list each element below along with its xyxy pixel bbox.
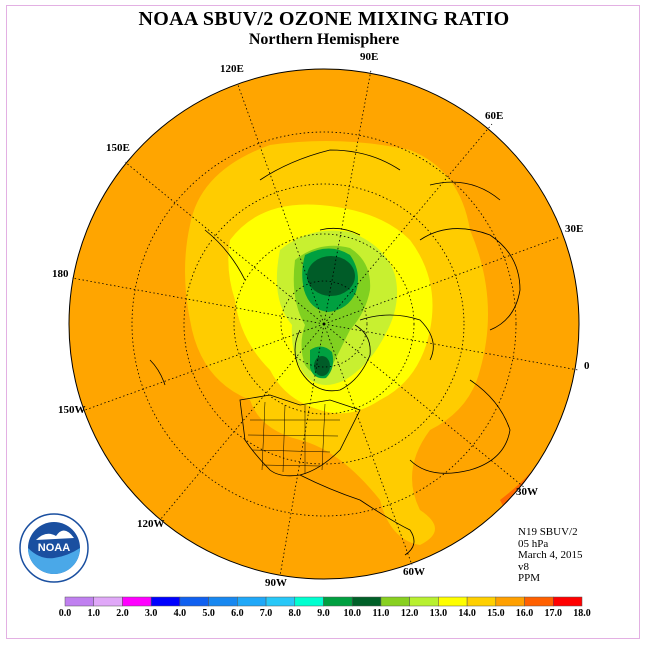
colorbar-swatch (179, 596, 209, 607)
latitude-circle-75 (280, 280, 368, 368)
colorbar-swatch (409, 596, 439, 607)
colorbar-swatch (237, 596, 267, 607)
colorbar-tick-label: 1.0 (87, 608, 100, 619)
colorbar-tick-label: 6.0 (231, 608, 244, 619)
colorbar-tick-label: 3.0 (144, 608, 158, 619)
colorbar-tick-label: 10.0 (343, 608, 361, 619)
band-8-9-core-south (314, 356, 330, 376)
lon-label-30e: 30E (565, 223, 584, 235)
map-boundary (68, 68, 580, 580)
colorbar-swatch (323, 596, 353, 607)
meridian-90w (279, 323, 325, 577)
colorbar-swatch (93, 596, 123, 607)
us-state-borders (247, 401, 340, 474)
lon-label-0: 0 (584, 360, 590, 372)
info-block: N19 SBUV/2 05 hPa March 4, 2015 v8 PPM (518, 526, 583, 585)
colorbar-tick-label: 16.0 (515, 608, 534, 619)
colorbar-tick-label: 18.0 (573, 608, 591, 619)
lon-label-120e: 120E (220, 63, 244, 75)
colorbar-tick-label: 7.0 (259, 608, 273, 619)
colorbar (64, 596, 583, 607)
meridian-0 (323, 323, 579, 371)
lon-label-120w: 120W (137, 518, 165, 530)
colorbar-tick-label: 4.0 (173, 608, 187, 619)
lon-label-30w: 30W (516, 486, 538, 498)
lon-label-180: 180 (52, 268, 69, 280)
colorbar-swatch (466, 596, 497, 607)
colorbar-swatch (438, 596, 468, 607)
meridian-30w (323, 323, 526, 489)
meridian-60w (323, 323, 413, 566)
info-version: v8 (518, 560, 529, 573)
band-8-9-core (307, 256, 355, 296)
colorbar-swatch (495, 596, 525, 607)
coastlines (149, 149, 521, 556)
colorbar-swatch (294, 596, 324, 607)
colorbar-tick-label: 8.0 (288, 608, 302, 619)
info-date: March 4, 2015 (518, 549, 583, 561)
colorbar-swatch (380, 596, 410, 607)
meridian-180 (71, 277, 325, 325)
colorbar-swatch (208, 596, 238, 607)
lon-label-60w: 60W (403, 566, 425, 578)
latitude-circle-30 (131, 131, 517, 517)
colorbar-tick-label: 17.0 (544, 608, 563, 619)
image-frame (6, 5, 640, 639)
colorbar-tick-label: 11.0 (372, 608, 390, 619)
lon-label-60e: 60E (485, 110, 504, 122)
colorbar-swatch (553, 596, 583, 607)
colorbar-tick-label: 9.0 (317, 608, 330, 619)
meridian-120w (159, 323, 325, 521)
info-units: PPM (518, 572, 541, 584)
colorbar-swatch (351, 596, 382, 607)
colorbar-tick-label: 5.0 (202, 608, 215, 619)
colorbar-tick-label: 0.0 (58, 608, 72, 619)
colorbar-swatch (265, 596, 296, 607)
lon-label-150e: 150E (106, 142, 130, 154)
map-subtitle: Northern Hemisphere (248, 31, 400, 48)
meridian-90e (323, 69, 372, 325)
noaa-logo: NOAA (19, 513, 89, 583)
colorbar-swatch (122, 596, 152, 607)
colorbar-swatch (150, 596, 181, 607)
lon-label-90e: 90E (360, 51, 379, 63)
colorbar-tick-label: 15.0 (487, 608, 505, 619)
colorbar-swatch (64, 596, 94, 607)
info-pressure: 05 hPa (518, 537, 549, 550)
graticule (71, 69, 579, 577)
colorbar-tick-label: 12.0 (400, 608, 419, 619)
lon-label-150w: 150W (58, 404, 86, 416)
colorbar-swatch (524, 596, 554, 607)
logo-text: NOAA (38, 542, 70, 554)
meridian-150e (124, 161, 325, 325)
map-title: NOAA SBUV/2 OZONE MIXING RATIO (138, 8, 510, 30)
latitude-circle-45 (183, 183, 465, 465)
lon-label-90w: 90W (265, 577, 287, 589)
colorbar-tick-label: 13.0 (429, 608, 448, 619)
colorbar-tick-label: 2.0 (116, 608, 129, 619)
colorbar-tick-label: 14.0 (458, 608, 476, 619)
latitude-circle-60 (233, 233, 415, 415)
info-instrument: N19 SBUV/2 (518, 526, 578, 538)
